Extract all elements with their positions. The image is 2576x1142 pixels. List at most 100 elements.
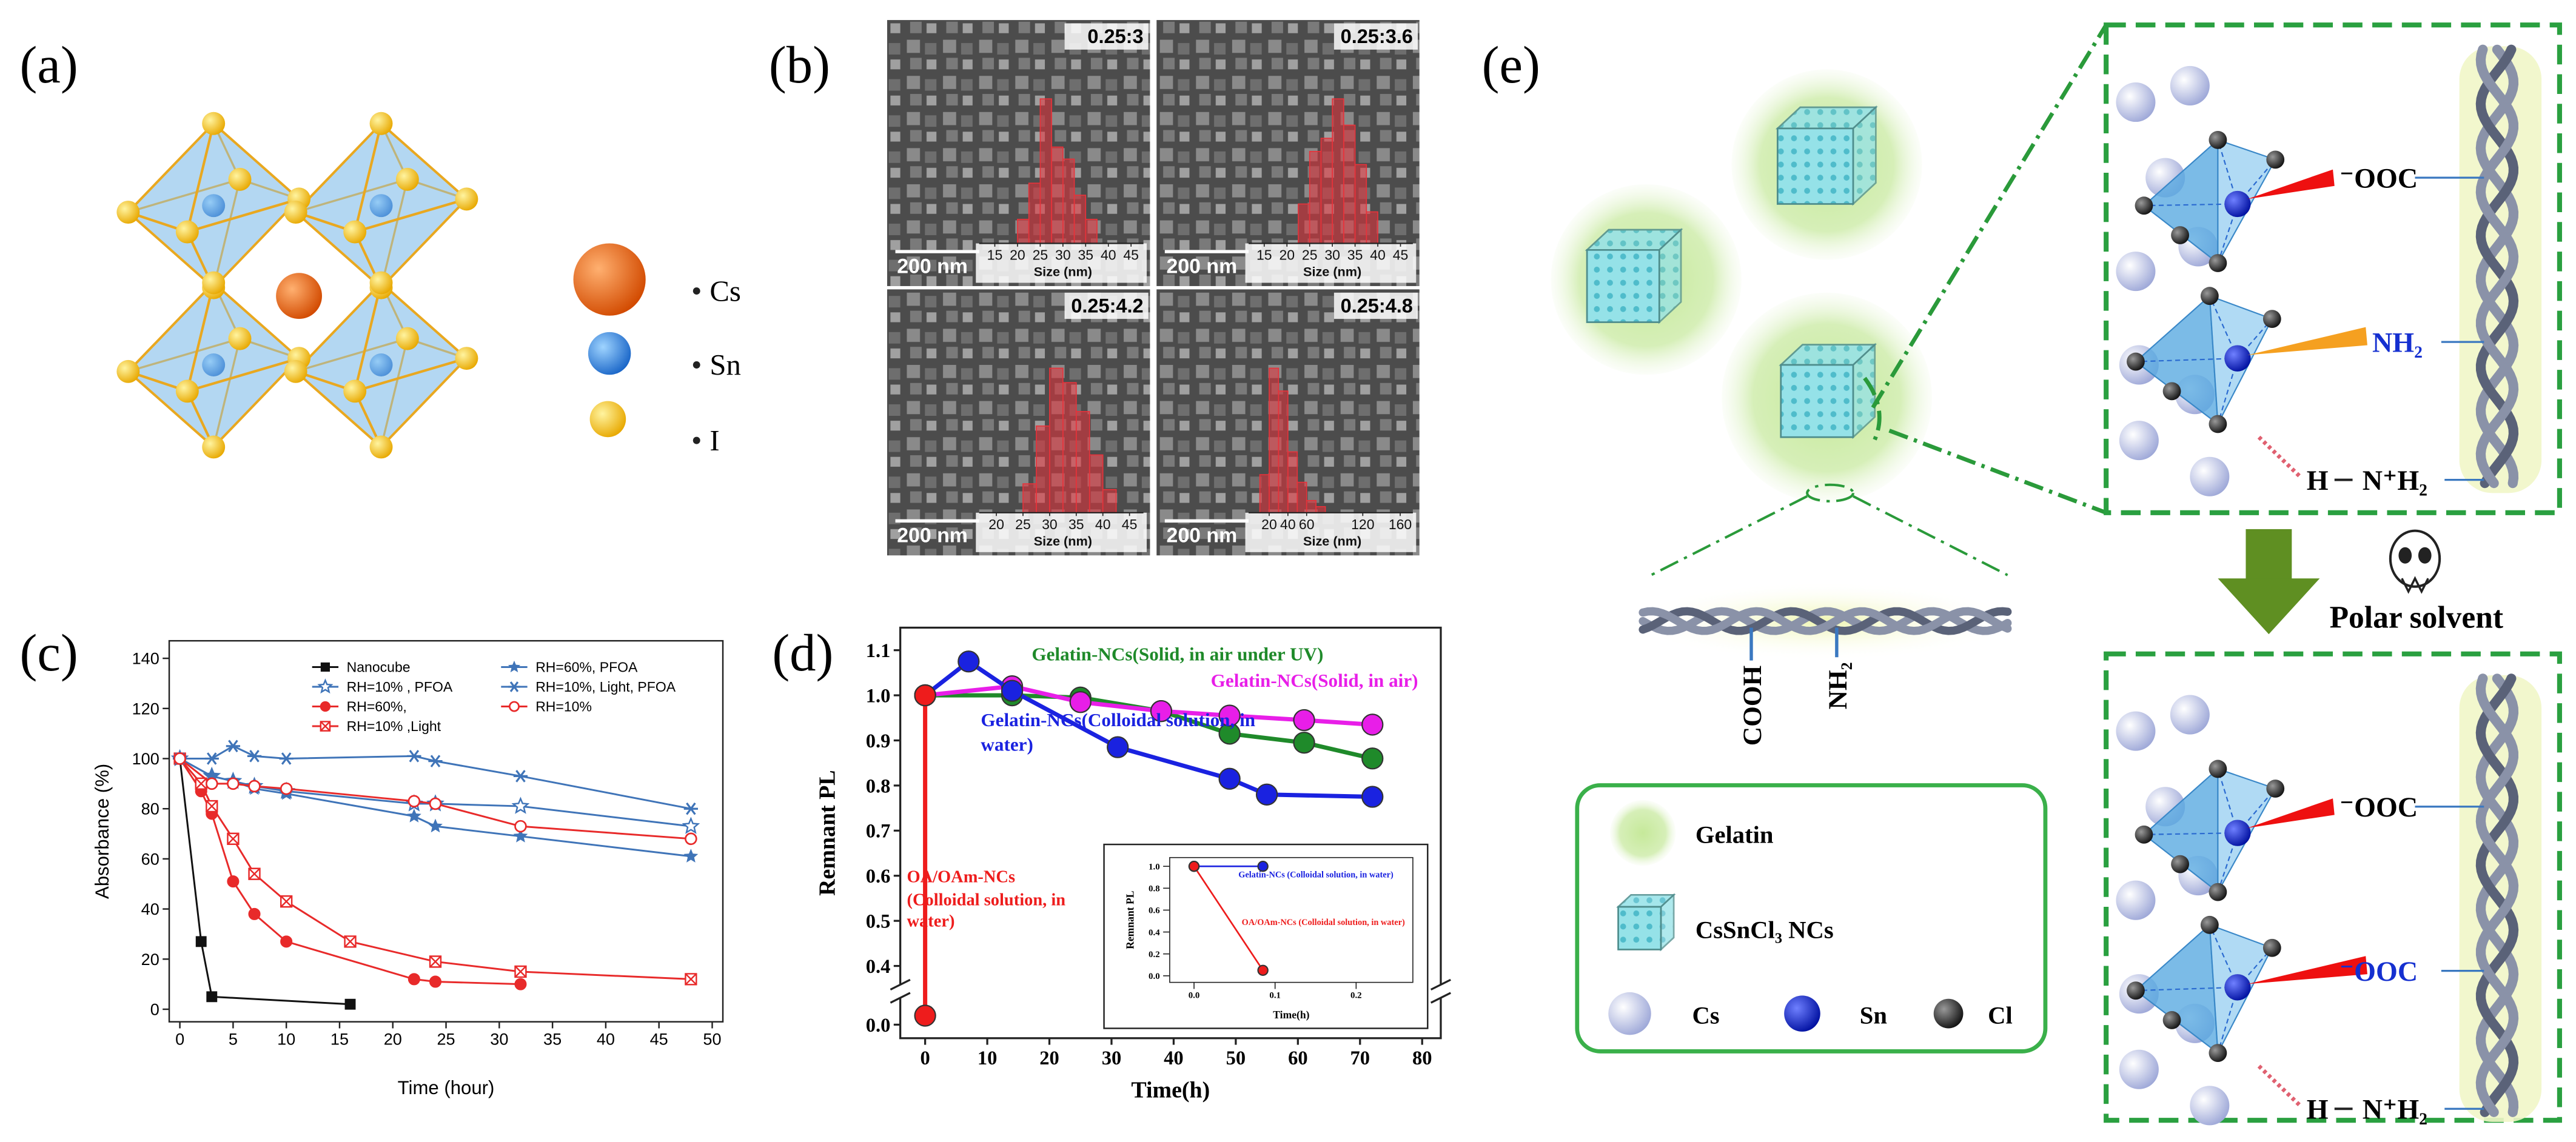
y-tick-label: 1.0: [1149, 862, 1160, 872]
x-tick-label: 50: [1226, 1047, 1246, 1069]
sn-atom: [202, 353, 226, 376]
marker: [511, 796, 530, 814]
x-tick-label: 15: [1256, 247, 1272, 263]
y-tick-label: 0.9: [866, 730, 891, 752]
skull-eye: [2398, 547, 2412, 564]
legend-label: I: [709, 424, 719, 457]
cs-atom: [2190, 456, 2230, 496]
x-axis-label: Time (hour): [398, 1077, 495, 1098]
arrow-head: [2218, 578, 2320, 635]
marker: [514, 965, 527, 978]
histogram-bar: [1088, 454, 1104, 513]
legend-label: RH=60%,: [347, 699, 407, 715]
marker: [914, 1004, 936, 1027]
cl-atom: [2135, 825, 2153, 844]
cs-atom: [2116, 82, 2156, 122]
legend-label: Cl: [1988, 1001, 2013, 1029]
x-tick-label: 10: [978, 1047, 998, 1069]
scale-bar-label: 200 nm: [897, 255, 968, 278]
x-tick-label: 70: [1350, 1047, 1370, 1069]
legend-atom: [573, 243, 646, 316]
legend-label: Gelatin: [1696, 821, 1774, 848]
x-tick-label: 40: [1370, 247, 1386, 263]
histogram-bar: [1354, 164, 1367, 244]
x-tick-label: 35: [1078, 247, 1093, 263]
cs-atom: [2119, 421, 2159, 461]
x-tick-label: 15: [987, 247, 1003, 263]
histogram-bar: [1017, 218, 1030, 244]
i-atom: [343, 379, 367, 403]
x-tick-label: 40: [1280, 516, 1296, 532]
marker: [429, 797, 442, 810]
group-label: ⁻OOC: [2340, 792, 2418, 823]
axis-break-gap: [893, 984, 907, 998]
marker: [320, 701, 331, 712]
group-label: NH₂: [1823, 662, 1853, 709]
marker: [344, 935, 357, 948]
sn-atom: [369, 353, 393, 376]
i-atom: [284, 201, 307, 224]
y-tick-label: 40: [141, 900, 159, 918]
arrow-shaft: [2246, 529, 2292, 582]
x-tick-label: 0.1: [1269, 990, 1281, 1000]
x-tick-label: 80: [1412, 1047, 1432, 1069]
zoom-arc: [1863, 376, 1882, 445]
cs-atom: [2116, 711, 2156, 751]
y-tick-label: 60: [141, 849, 159, 868]
scale-bar-label: 200 nm: [1167, 524, 1238, 547]
x-tick-label: 25: [1302, 247, 1318, 263]
cl-atom: [2266, 780, 2285, 798]
zoom-box: [2104, 22, 2562, 515]
i-atom: [228, 167, 252, 191]
zoom-line: [1871, 24, 2108, 409]
group-label: COOH: [1738, 666, 1767, 746]
series-line: [179, 758, 351, 1006]
zoom-ellipse: [1806, 483, 1854, 503]
x-tick-label: 45: [1123, 247, 1139, 263]
marker: [205, 777, 218, 790]
legend-label: Sn: [1860, 1001, 1887, 1029]
series-label: Gelatin-NCs(Colloidal solution, in water…: [981, 712, 1255, 756]
y-tick-label: 1.1: [866, 640, 891, 662]
cube-front: [1780, 364, 1854, 438]
marker: [1218, 767, 1241, 790]
y-tick-label: 0.8: [1149, 884, 1160, 894]
marker: [1150, 700, 1173, 723]
y-tick-label: 0.4: [1149, 928, 1160, 938]
x-tick-label: 20: [1279, 247, 1295, 263]
marker: [408, 973, 420, 986]
sample-ratio: 0.25:3: [1087, 25, 1143, 47]
marker: [1257, 964, 1269, 976]
gelatin-strand: [2475, 44, 2519, 489]
gelatin-strand: [2475, 673, 2519, 1117]
x-tick-label: 20: [1261, 516, 1277, 532]
x-tick-label: 40: [597, 1030, 615, 1049]
legend-label: RH=10%: [535, 699, 592, 715]
marker: [513, 770, 528, 783]
octahedron-face: [185, 196, 303, 290]
marker: [1257, 860, 1269, 872]
marker: [513, 829, 528, 843]
axis-break-gap: [1434, 984, 1447, 998]
skull-icon: [2389, 529, 2441, 588]
marker: [514, 820, 527, 833]
x-tick-label: 160: [1389, 516, 1412, 532]
marker: [1107, 736, 1129, 758]
bond: [2135, 358, 2238, 362]
y-tick-label: 100: [132, 749, 159, 768]
marker: [683, 849, 699, 863]
title-box: [1333, 292, 1418, 319]
i-atom: [395, 167, 419, 191]
x-tick-label: 45: [650, 1030, 668, 1049]
plot-frame: [168, 639, 724, 1023]
i-atom: [395, 327, 419, 350]
y-axis-label: Remnant PL: [814, 770, 840, 895]
x-tick-label: 25: [437, 1030, 455, 1049]
series-label: OA/OAm-NCs (Colloidal solution, in water…: [1242, 918, 1405, 928]
histogram-bar: [1102, 489, 1117, 513]
cl-atom: [2135, 196, 2153, 215]
marker: [509, 701, 520, 712]
cl-atom: [2162, 1011, 2181, 1029]
marker: [508, 660, 521, 673]
panel-label: (a): [20, 36, 78, 94]
